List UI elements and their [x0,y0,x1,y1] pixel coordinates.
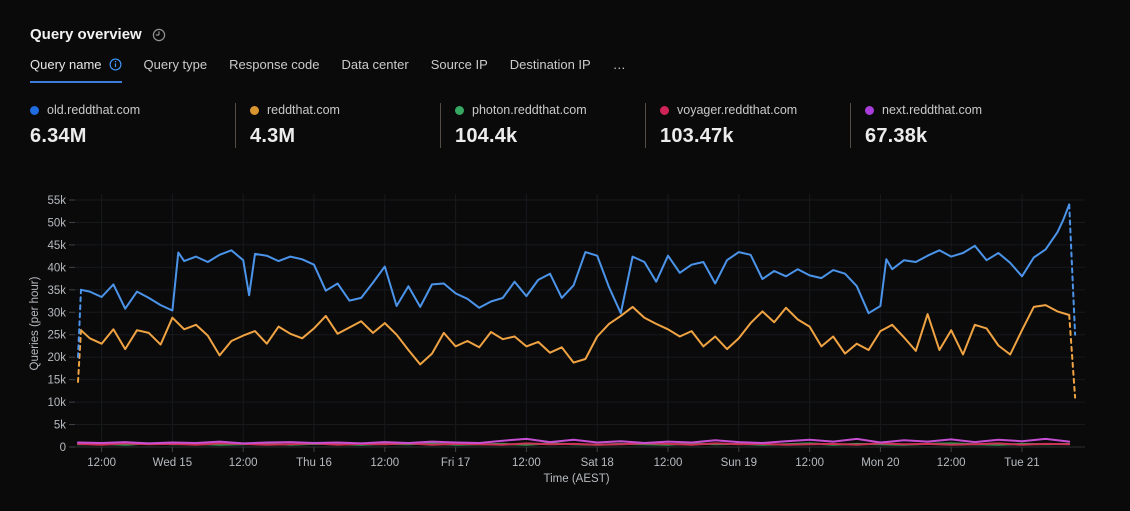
svg-text:30k: 30k [47,307,66,319]
svg-text:Fri 17: Fri 17 [441,457,470,469]
dimension-tabs: Query name Query type Response code Data ce… [30,57,1100,83]
svg-text:5k: 5k [54,420,66,432]
svg-text:0: 0 [60,442,66,454]
tab-destination-ip[interactable]: Destination IP [510,57,591,83]
tab-label: Query type [143,57,208,72]
svg-text:45k: 45k [47,240,66,252]
tab-data-center[interactable]: Data center [341,57,408,83]
series-totals-row: old.reddthat.com 6.34M reddthat.com 4.3M pho… [30,103,1100,148]
tab-query-name[interactable]: Query name [30,57,122,83]
queries-line-chart: 0 5k 10k 15k 20k 25k 30k 35k 40k 45k 50k 55k 12:00 We… [0,182,1130,492]
stat-card-photon-reddthat-com[interactable]: photon.reddthat.com 104.4k [440,103,645,148]
svg-text:25k: 25k [47,330,66,342]
series-total-value: 104.4k [455,125,518,147]
svg-text:Sat 18: Sat 18 [581,457,614,469]
svg-text:40k: 40k [47,262,66,274]
series-color-dot [455,105,464,115]
tab-label: Data center [341,57,409,72]
series-color-dot [865,105,874,115]
svg-text:50k: 50k [47,217,66,229]
svg-text:12:00: 12:00 [654,457,683,469]
series-color-dot [660,105,669,115]
svg-text:Tue 21: Tue 21 [1004,457,1039,469]
svg-text:Wed 15: Wed 15 [153,457,192,469]
svg-text:12:00: 12:00 [87,457,116,469]
page-title: Query overview [30,26,142,43]
tab-label: Query name [30,57,102,72]
series-total-value: 4.3M [250,125,296,147]
stat-card-reddthat-com[interactable]: reddthat.com 4.3M [235,103,440,148]
svg-text:12:00: 12:00 [229,457,258,469]
tab-query-type[interactable]: Query type [144,57,208,83]
tab-label: Source IP [430,57,488,72]
stat-card-voyager-reddthat-com[interactable]: voyager.reddthat.com 103.47k [645,103,850,148]
tabs-more-button[interactable]: … [613,57,628,83]
series-name: next.reddthat.com [882,103,983,117]
svg-text:20k: 20k [47,352,66,364]
series-name: reddthat.com [267,103,340,117]
svg-text:12:00: 12:00 [370,457,399,469]
svg-text:12:00: 12:00 [937,457,966,469]
svg-text:15k: 15k [47,375,66,387]
svg-text:Sun 19: Sun 19 [721,457,757,469]
svg-text:12:00: 12:00 [512,457,541,469]
series-color-dot [30,105,39,115]
info-icon[interactable] [109,58,122,71]
svg-text:10k: 10k [47,397,66,409]
panel-header: Query overview [30,26,1100,43]
svg-text:Time (AEST): Time (AEST) [544,473,610,485]
series-name: voyager.reddthat.com [677,103,798,117]
svg-text:Queries (per hour): Queries (per hour) [29,276,41,370]
series-color-dot [250,105,259,115]
series-name: old.reddthat.com [47,103,141,117]
svg-text:35k: 35k [47,285,66,297]
tab-label: Destination IP [509,57,591,72]
svg-text:55k: 55k [47,195,66,207]
series-total-value: 6.34M [30,125,87,147]
tab-response-code[interactable]: Response code [229,57,319,83]
stat-card-old-reddthat-com[interactable]: old.reddthat.com 6.34M [30,103,235,148]
tab-source-ip[interactable]: Source IP [431,57,488,83]
tab-label: Response code [229,57,320,72]
tab-label: … [612,57,628,72]
series-total-value: 103.47k [660,125,734,147]
series-name: photon.reddthat.com [472,103,587,117]
svg-text:12:00: 12:00 [795,457,824,469]
svg-text:Mon 20: Mon 20 [861,457,899,469]
svg-text:Thu 16: Thu 16 [296,457,332,469]
stat-card-next-reddthat-com[interactable]: next.reddthat.com 67.38k [850,103,1055,148]
clock-icon [152,28,166,42]
series-total-value: 67.38k [865,125,928,147]
